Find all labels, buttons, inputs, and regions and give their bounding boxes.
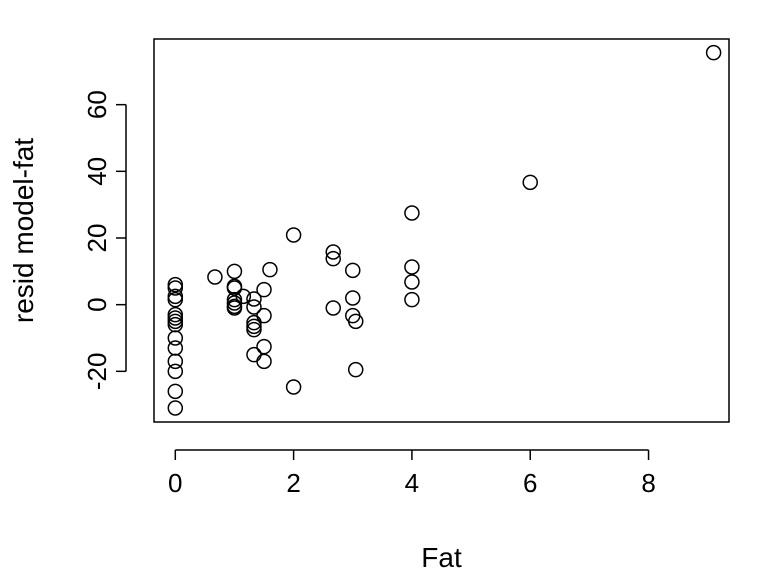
plot-frame [153,38,730,423]
data-point [522,174,538,191]
data-point [246,299,262,315]
data-point [705,44,722,61]
data-point [325,244,341,260]
y-tick-label: 0 [82,297,112,311]
data-point [167,353,184,370]
x-tick-label: 2 [286,468,300,498]
data-point [226,280,243,296]
data-point [404,259,420,275]
data-point [167,363,184,380]
data-point [167,310,184,326]
data-point [285,227,302,243]
data-point [207,269,223,285]
x-tick-label: 4 [405,468,419,498]
data-point [167,313,184,330]
data-point [404,274,420,290]
x-tick-label: 0 [168,468,182,498]
x-axis-title: Fat [421,542,462,573]
data-point [325,300,341,316]
y-tick-label: 20 [82,224,112,253]
data-point [167,280,184,296]
y-axis: -20 0 20 40 60 [82,90,127,391]
data-point [345,290,361,306]
data-point [226,263,243,280]
data-point [347,313,364,330]
data-point [226,300,243,316]
data-point [256,307,272,324]
data-point [246,291,262,307]
data-point [256,353,272,370]
data-point [167,306,184,323]
data-point [246,318,262,335]
data-point [404,205,420,221]
data-point [226,291,243,308]
y-tick-label: 40 [82,157,112,186]
x-tick-label: 6 [523,468,537,498]
data-point [345,262,361,279]
data-point [246,321,262,338]
data-point [256,281,272,298]
x-axis: 0 2 4 6 8 [168,449,656,498]
y-tick-label: -20 [82,353,112,391]
data-points [167,44,722,416]
y-axis-title: resid model-fat [8,138,39,323]
data-point [347,361,364,378]
data-point [167,400,184,416]
data-point [235,288,252,305]
data-point [262,261,278,278]
x-tick-label: 8 [641,468,655,498]
data-point [285,379,302,395]
data-point [404,291,420,308]
data-point [167,383,184,400]
y-tick-label: 60 [82,90,112,119]
data-point [167,288,184,305]
data-point [167,330,184,346]
data-point [167,276,184,293]
data-point [325,250,341,267]
data-point [167,291,184,308]
